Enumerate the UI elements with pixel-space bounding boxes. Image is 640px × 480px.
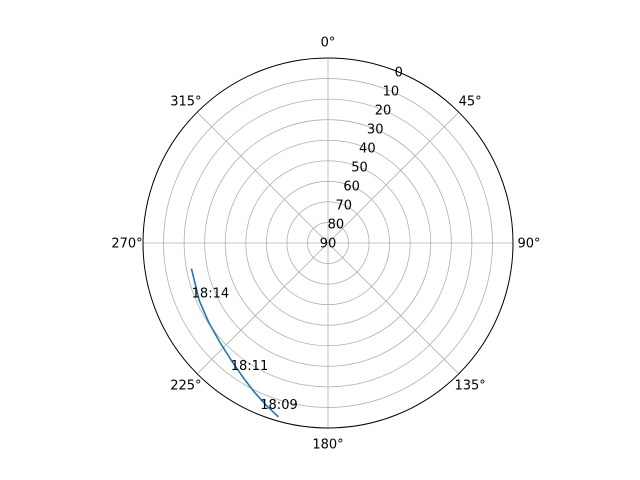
r-tick-label: 90 <box>320 237 337 252</box>
r-tick-label: 0 <box>395 66 403 81</box>
label-layer: 0° 45° 90° 135° 180° 225° 270° 315° 0 10 20 30 40 50 6… <box>111 36 540 453</box>
series-line-0 <box>190 268 279 418</box>
time-annotation: 18:14 <box>192 287 229 302</box>
theta-tick-label: 315° <box>170 94 201 109</box>
grid-layer <box>142 57 514 429</box>
r-tick-label: 50 <box>351 161 368 176</box>
r-tick-label: 20 <box>375 104 392 119</box>
r-tick-label: 40 <box>359 142 376 157</box>
theta-tick-label: 45° <box>459 94 482 109</box>
theta-tick-label: 135° <box>454 379 485 394</box>
r-tick-label: 80 <box>328 218 345 233</box>
r-tick-label: 10 <box>383 85 400 100</box>
r-tick-label: 60 <box>343 180 360 195</box>
time-annotation: 18:09 <box>260 398 297 413</box>
theta-grid-line-45 <box>327 111 460 244</box>
theta-grid-line-135 <box>327 242 460 375</box>
r-tick-label: 30 <box>367 123 384 138</box>
theta-grid-line-225 <box>196 242 329 375</box>
theta-tick-label: 90° <box>517 237 540 252</box>
theta-tick-label: 180° <box>312 438 343 453</box>
theta-grid-line-315 <box>196 111 329 244</box>
time-annotation: 18:11 <box>231 359 268 374</box>
series-layer <box>190 268 279 418</box>
theta-tick-label: 270° <box>111 237 142 252</box>
polar-spine <box>142 57 514 429</box>
theta-tick-label: 225° <box>170 379 201 394</box>
theta-tick-label: 0° <box>321 36 336 51</box>
r-tick-label: 70 <box>335 199 352 214</box>
